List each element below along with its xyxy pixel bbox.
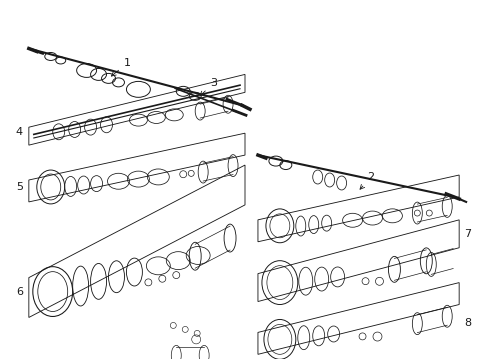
Text: 5: 5 (16, 182, 23, 192)
Text: 7: 7 (463, 229, 470, 239)
Text: 1: 1 (111, 58, 130, 76)
Text: 4: 4 (16, 127, 23, 137)
Text: 8: 8 (463, 318, 470, 328)
Text: 2: 2 (359, 172, 374, 189)
Text: 3: 3 (200, 78, 217, 96)
Text: 6: 6 (16, 287, 23, 297)
